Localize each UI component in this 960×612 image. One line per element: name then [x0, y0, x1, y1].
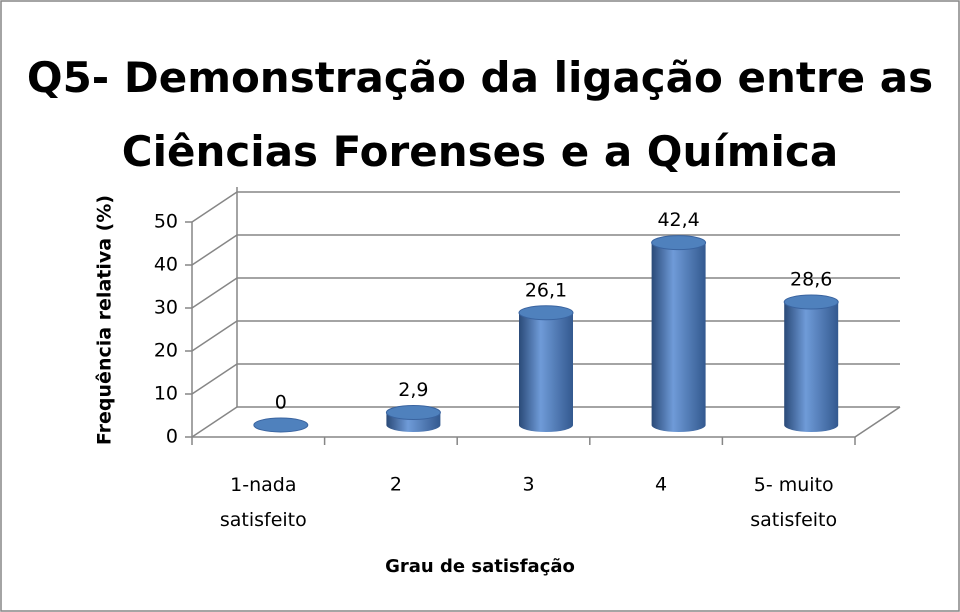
- bar-top: [518, 305, 574, 321]
- x-tick-label: 1-nada satisfeito: [220, 474, 307, 531]
- bar-top: [385, 405, 441, 421]
- bar-body: [784, 302, 839, 432]
- x-axis-label: Grau de satisfação: [385, 556, 575, 577]
- grid-line: [191, 320, 238, 352]
- bar: [783, 294, 839, 432]
- bar-body: [651, 242, 706, 432]
- y-axis-label: Frequência relativa (%): [94, 195, 116, 445]
- y-tick-label: 10: [154, 383, 178, 405]
- bar-top: [253, 417, 309, 433]
- bar-top: [783, 294, 839, 310]
- y-tick-label: 0: [166, 426, 178, 448]
- y-tick-label: 30: [154, 297, 178, 319]
- data-label: 0: [275, 392, 287, 414]
- bar-top: [651, 235, 707, 251]
- floor-edge: [191, 406, 238, 438]
- y-tick-label: 40: [154, 254, 178, 276]
- y-tick-label: 20: [154, 340, 178, 362]
- x-tick-label: 2: [390, 474, 402, 496]
- bar: [518, 305, 574, 432]
- bar: [651, 235, 707, 432]
- x-tick-label: 4: [655, 474, 667, 496]
- data-label: 28,6: [790, 269, 832, 291]
- y-tick-label: 50: [154, 211, 178, 233]
- bar: [385, 405, 441, 432]
- grid-line: [191, 277, 238, 309]
- x-tick-label: 3: [522, 474, 534, 496]
- grid-line: [191, 191, 238, 223]
- chart-title: Q5- Demonstração da ligação entre as Ciên…: [27, 53, 933, 176]
- data-label: 26,1: [525, 279, 567, 301]
- x-tick-label: 5- muito satisfeito: [750, 474, 837, 531]
- data-label: 2,9: [398, 379, 428, 401]
- data-label: 42,4: [657, 209, 699, 231]
- grid-line: [191, 234, 238, 266]
- bar-body: [519, 312, 573, 432]
- grid-line: [191, 363, 238, 395]
- bar: [253, 417, 309, 433]
